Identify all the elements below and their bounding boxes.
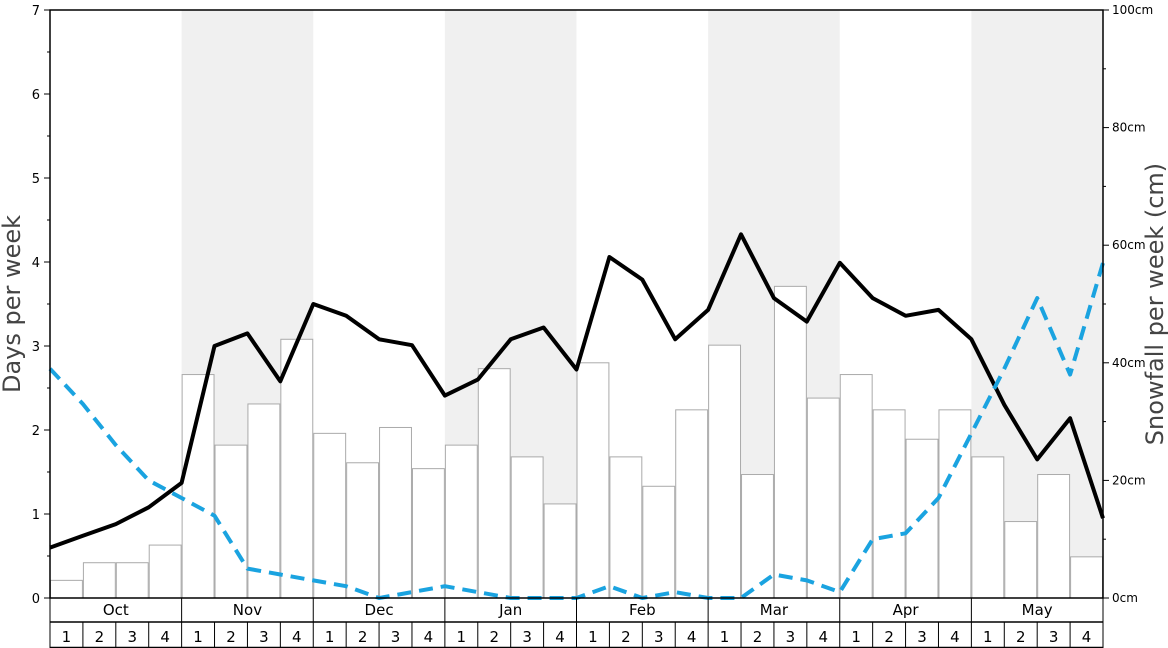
week-label: 2 <box>226 628 236 646</box>
week-label: 4 <box>555 628 565 646</box>
week-label: 1 <box>193 628 203 646</box>
month-label: Mar <box>760 601 789 619</box>
right-tick-label: 60cm <box>1112 238 1146 252</box>
left-axis: 0 1 2 3 4 5 6 7 <box>32 4 50 607</box>
week-label: 1 <box>457 628 467 646</box>
left-tick-label: 4 <box>32 256 40 271</box>
snowfall-bars <box>50 285 1103 599</box>
left-tick-label: 2 <box>32 424 40 439</box>
snowfall-bar <box>839 374 873 599</box>
snowfall-bar <box>379 426 412 599</box>
right-tick-label: 40cm <box>1112 356 1146 370</box>
week-label: 3 <box>259 628 269 646</box>
week-label: 1 <box>62 628 72 646</box>
week-label: 3 <box>522 628 532 646</box>
month-label: May <box>1022 601 1053 619</box>
snowfall-bar <box>773 285 807 599</box>
week-label: 1 <box>588 628 598 646</box>
week-label: 4 <box>292 628 302 646</box>
week-label: 4 <box>160 628 170 646</box>
left-tick-label: 5 <box>32 172 40 187</box>
right-axis: 0cm 20cm 40cm 60cm 80cm 100cm <box>1103 3 1153 605</box>
left-tick-label: 0 <box>32 592 40 607</box>
week-label: 1 <box>983 628 993 646</box>
snowfall-bar <box>708 344 742 599</box>
week-label: 2 <box>489 628 499 646</box>
snowfall-bar <box>280 338 314 599</box>
week-label: 3 <box>654 628 664 646</box>
snowfall-bar <box>609 456 643 599</box>
snowfall-bar <box>313 432 347 599</box>
snowfall-bar <box>444 444 478 599</box>
left-tick-label: 3 <box>32 340 40 355</box>
left-axis-title: Days per week <box>0 215 26 393</box>
week-label: 2 <box>95 628 105 646</box>
snowfall-bar <box>82 562 116 599</box>
left-tick-label: 1 <box>32 508 40 523</box>
snowfall-bar <box>675 409 709 599</box>
snowfall-bar <box>971 456 1005 599</box>
right-tick-label: 0cm <box>1112 591 1138 605</box>
week-label: 2 <box>884 628 894 646</box>
snowfall-bar <box>1004 521 1038 599</box>
right-axis-title: Snowfall per week (cm) <box>1141 163 1168 445</box>
snowfall-bar <box>50 579 83 599</box>
left-tick-label: 7 <box>32 4 40 19</box>
week-label: 2 <box>358 628 368 646</box>
month-label: Nov <box>233 601 262 619</box>
snowfall-bar <box>806 397 840 599</box>
month-label: Apr <box>893 601 920 619</box>
week-label: 4 <box>424 628 434 646</box>
week-label: 3 <box>391 628 401 646</box>
week-label: 2 <box>753 628 763 646</box>
week-label: 1 <box>325 628 335 646</box>
week-label: 3 <box>917 628 927 646</box>
snowfall-bar <box>938 409 972 599</box>
week-label: 2 <box>1016 628 1026 646</box>
month-axis: Oct Nov Dec Jan Feb Mar Apr May <box>49 598 1104 623</box>
week-label: 4 <box>819 628 829 646</box>
week-label: 4 <box>687 628 697 646</box>
week-label: 1 <box>851 628 861 646</box>
snowfall-bar <box>576 362 610 599</box>
right-tick-label: 80cm <box>1112 121 1146 135</box>
week-axis: 1 2 3 4 1 2 3 4 1 2 3 4 1 2 3 4 1 2 3 4 1 2 3 4 1 2 3 4 1 2 3 4 <box>49 622 1104 648</box>
snowfall-bar <box>510 456 544 599</box>
snowfall-bar <box>411 468 445 599</box>
month-label: Dec <box>365 601 394 619</box>
snowfall-bar <box>1037 474 1071 599</box>
month-label: Oct <box>103 601 129 619</box>
snowfall-bar <box>477 368 511 599</box>
snowfall-bar <box>1070 556 1103 599</box>
week-label: 4 <box>950 628 960 646</box>
week-label: 1 <box>720 628 730 646</box>
month-label: Jan <box>498 601 522 619</box>
right-tick-label: 20cm <box>1112 473 1146 487</box>
snowfall-bar <box>148 544 182 599</box>
snowfall-bar <box>346 462 380 599</box>
right-tick-label: 100cm <box>1112 3 1153 17</box>
week-label: 3 <box>127 628 137 646</box>
week-label: 4 <box>1082 628 1092 646</box>
snowfall-bar <box>642 485 676 599</box>
month-label: Feb <box>629 601 656 619</box>
week-label: 3 <box>1049 628 1059 646</box>
left-tick-label: 6 <box>32 88 40 103</box>
snowfall-bar <box>872 409 906 599</box>
snowfall-bar <box>115 562 149 599</box>
week-label: 2 <box>621 628 631 646</box>
snowfall-bar <box>543 503 577 599</box>
solid-black-line <box>49 232 1105 550</box>
week-label: 3 <box>786 628 796 646</box>
